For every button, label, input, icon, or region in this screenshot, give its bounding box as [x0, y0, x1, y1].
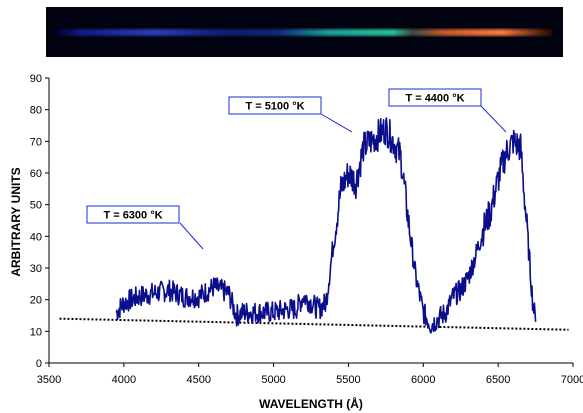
annotation-box: [388, 88, 482, 107]
y-tick-label: 50: [30, 200, 42, 212]
annotation-leader: [320, 113, 353, 133]
y-tick-label: 80: [30, 105, 42, 117]
x-tick-label: 6500: [486, 374, 510, 386]
y-tick-label: 70: [30, 136, 42, 148]
baseline-line: [59, 317, 569, 331]
x-axis: 3500 4000 4500 5000 5500 6000 6500 7000: [37, 362, 583, 386]
annotation-label: T = 5100 °K: [245, 101, 304, 113]
spectrum-band: [46, 7, 563, 57]
annotation-box: [228, 96, 322, 115]
y-axis: 0 10 20 30 40 50 60 70 80 90: [30, 73, 50, 370]
annotation-callout: T = 5100 °K: [228, 96, 353, 133]
x-axis-title: WAVELENGTH (Å): [259, 396, 363, 411]
x-tick-label: 6000: [411, 374, 435, 386]
annotation-label: T = 6300 °K: [103, 210, 162, 222]
annotation-box: [86, 205, 180, 224]
x-tick-label: 4500: [186, 374, 210, 386]
y-tick-label: 90: [30, 73, 42, 85]
spectrum-image: [46, 7, 563, 57]
x-tick-label: 4000: [112, 374, 136, 386]
y-axis-title: ARBITRARY UNITS: [9, 167, 23, 276]
y-tick-label: 10: [30, 326, 42, 338]
x-tick-label: 7000: [561, 374, 583, 386]
annotation-leader: [480, 105, 507, 133]
y-tick-label: 60: [30, 168, 42, 180]
x-tick-label: 5000: [261, 374, 285, 386]
spectrum-line: [115, 117, 537, 334]
annotation-callout: T = 6300 °K: [86, 205, 204, 250]
y-tick-label: 40: [30, 231, 42, 243]
annotation-callout: T = 4400 °K: [388, 88, 507, 133]
y-tick-label: 30: [30, 263, 42, 275]
plot-area: [59, 117, 569, 334]
annotation-label: T = 4400 °K: [405, 93, 464, 105]
x-tick-label: 5500: [336, 374, 360, 386]
x-tick-label: 3500: [37, 374, 61, 386]
y-tick-label: 20: [30, 295, 42, 307]
annotations: T = 6300 °K T = 5100 °K T = 4400 °K: [86, 88, 507, 250]
annotation-leader: [179, 222, 204, 250]
y-tick-label: 0: [36, 358, 42, 370]
